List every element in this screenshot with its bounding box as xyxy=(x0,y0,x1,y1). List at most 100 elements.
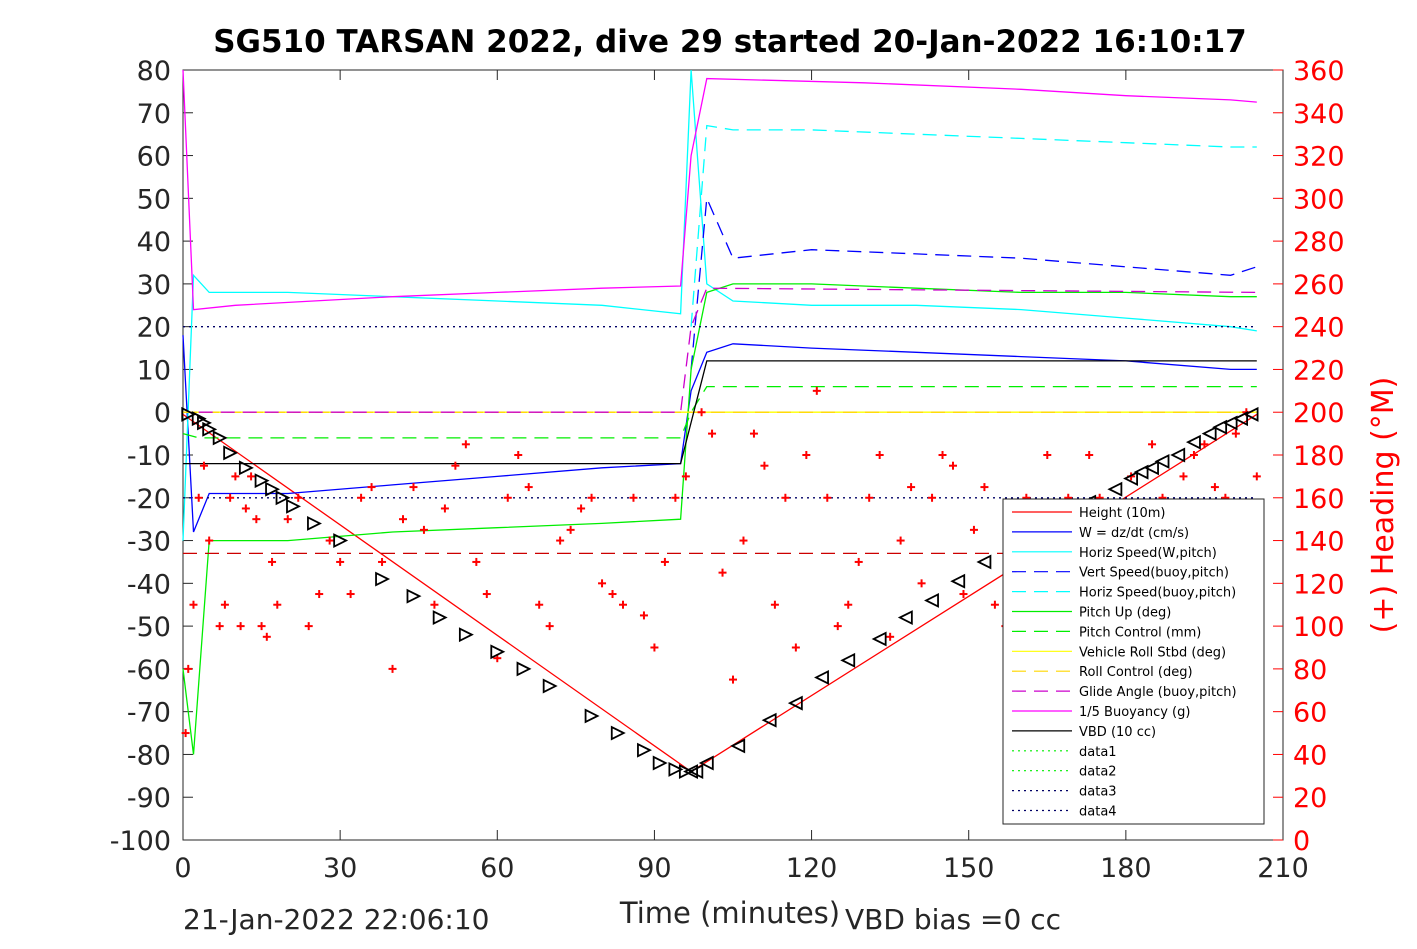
heading-point xyxy=(367,483,376,492)
footer-vbd-bias: VBD bias =0 cc xyxy=(845,903,1061,936)
heading-point xyxy=(545,622,554,631)
heading-point xyxy=(598,579,607,588)
depth-marker xyxy=(761,712,777,728)
series-line-1-5-buoyancy-g xyxy=(182,69,1257,311)
heading-point xyxy=(629,493,638,502)
y-left-tick-label: -100 xyxy=(110,826,171,857)
depth-marker xyxy=(275,490,291,506)
heading-point xyxy=(749,429,758,438)
heading-point xyxy=(823,493,832,502)
heading-point xyxy=(875,451,884,459)
y-right-tick-label: 240 xyxy=(1293,313,1345,344)
chart-title: SG510 TARSAN 2022, dive 29 started 20-Ja… xyxy=(213,24,1247,60)
depth-marker xyxy=(490,644,506,660)
heading-point xyxy=(802,451,811,459)
heading-point xyxy=(273,600,282,609)
heading-point xyxy=(660,557,669,566)
depth-marker xyxy=(181,406,197,422)
legend-label: 1/5 Buoyancy (g) xyxy=(1079,705,1190,720)
depth-marker xyxy=(683,764,698,780)
heading-point xyxy=(650,643,659,652)
y-right-tick-label: 340 xyxy=(1293,99,1345,130)
depth-marker xyxy=(1144,460,1159,476)
heading-point xyxy=(697,408,706,417)
series-line-pitch-control-mm xyxy=(182,385,1257,439)
heading-point xyxy=(215,622,224,631)
y-right-tick-label: 0 xyxy=(1293,826,1310,857)
heading-point xyxy=(524,483,533,492)
heading-point xyxy=(969,525,978,534)
series-line-horiz-speed-buoy-pitch xyxy=(690,124,1257,327)
heading-point xyxy=(236,622,245,631)
legend-label: data3 xyxy=(1079,785,1117,800)
depth-marker xyxy=(1154,453,1170,469)
depth-marker xyxy=(212,430,228,446)
y-left-tick-label: 30 xyxy=(137,270,171,301)
heading-point xyxy=(535,600,544,609)
y-left-tick-label: 10 xyxy=(137,355,171,386)
depth-marker xyxy=(814,669,829,685)
heading-point xyxy=(608,590,617,599)
x-tick-label: 60 xyxy=(480,853,514,884)
depth-marker xyxy=(458,627,474,643)
heading-point xyxy=(718,568,727,577)
heading-point xyxy=(189,600,198,609)
y-left-tick-label: 50 xyxy=(137,184,171,215)
heading-point xyxy=(587,493,596,502)
heading-point xyxy=(907,483,916,492)
y-left-tick-label: -90 xyxy=(127,783,171,814)
legend-label: Height (10m) xyxy=(1079,506,1165,521)
series-line-vbd-10-cc xyxy=(183,360,1257,465)
legend-label: Vert Speed(buoy,pitch) xyxy=(1079,566,1229,581)
heading-point xyxy=(619,600,627,609)
heading-point xyxy=(980,483,989,492)
y-left-tick-label: -70 xyxy=(127,698,171,729)
legend-label: data1 xyxy=(1079,745,1117,760)
heading-point xyxy=(184,664,193,673)
depth-marker xyxy=(950,573,966,589)
heading-point xyxy=(294,493,303,502)
legend-label: Pitch Control (mm) xyxy=(1079,625,1201,640)
heading-point xyxy=(346,590,355,599)
heading-point xyxy=(430,600,439,609)
depth-marker xyxy=(698,755,714,771)
x-tick-label: 120 xyxy=(786,853,838,884)
heading-point xyxy=(257,622,266,631)
depth-marker xyxy=(1107,481,1123,497)
depth-marker xyxy=(976,554,992,570)
y-left-tick-label: 20 xyxy=(137,313,171,344)
heading-point xyxy=(729,675,737,684)
heading-point xyxy=(566,525,575,534)
depth-marker xyxy=(787,695,803,711)
heading-point xyxy=(399,515,407,524)
y-left-tick-label: -50 xyxy=(127,612,171,643)
heading-point xyxy=(556,536,565,545)
heading-point xyxy=(1043,451,1052,459)
y-right-tick-label: 20 xyxy=(1293,783,1327,814)
legend-label: Horiz Speed(buoy,pitch) xyxy=(1079,586,1236,601)
heading-point xyxy=(181,729,190,738)
heading-point xyxy=(791,643,800,652)
depth-marker xyxy=(286,498,302,514)
depth-marker xyxy=(652,755,668,771)
heading-point xyxy=(241,504,250,513)
depth-marker xyxy=(924,592,939,608)
heading-point xyxy=(760,461,769,470)
heading-point xyxy=(844,600,853,609)
heading-point xyxy=(194,493,203,502)
footer-timestamp: 21-Jan-2022 22:06:10 xyxy=(183,903,489,936)
heading-point xyxy=(886,632,895,641)
heading-point xyxy=(812,386,821,395)
x-axis: 0 30 60 90 120 150 180 210 xyxy=(174,70,1309,884)
y-right-tick-label: 160 xyxy=(1293,484,1345,515)
y-left-axis: 80 70 60 50 40 30 20 10 0 -10 -20 -30 -40 -50 -60 -70 -8… xyxy=(110,56,193,857)
y-right-tick-label: 40 xyxy=(1293,740,1327,771)
y-right-tick-label: 100 xyxy=(1293,612,1345,643)
legend-label: Pitch Up (deg) xyxy=(1079,606,1171,621)
heading-point xyxy=(231,472,240,481)
heading-point xyxy=(325,536,334,545)
y-right-axis: 3603403203002802602402202001801601401201… xyxy=(1273,56,1345,857)
heading-point xyxy=(283,515,292,524)
